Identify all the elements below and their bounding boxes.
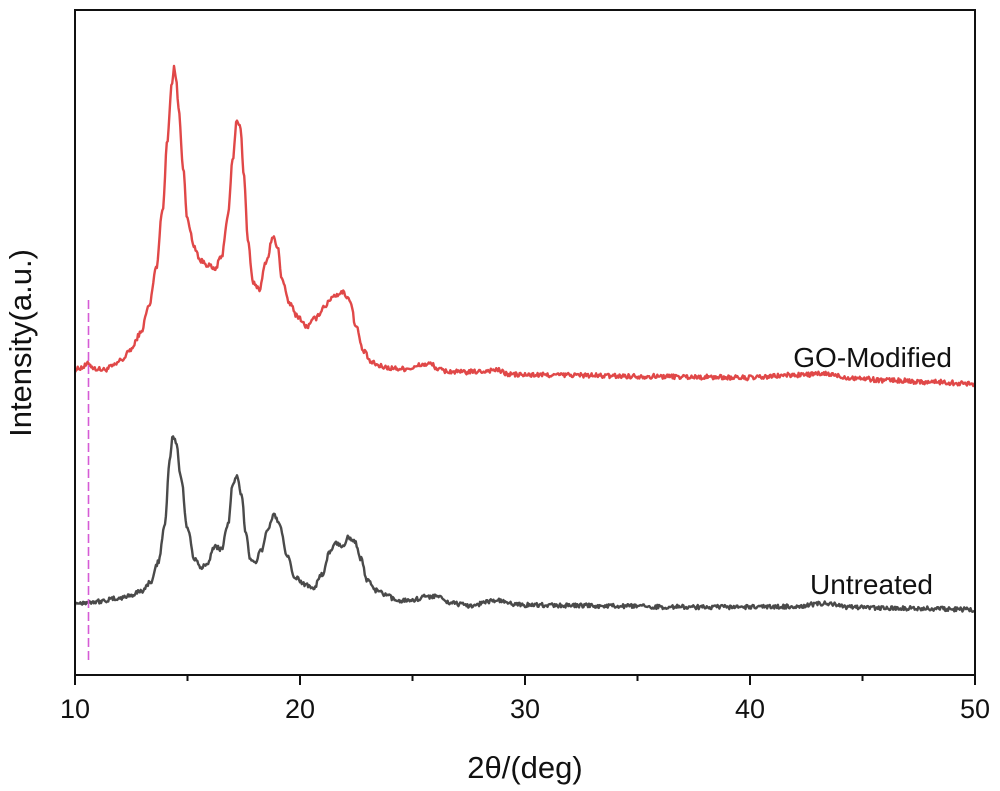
x-tick-label: 20: [285, 694, 315, 724]
series-label-go-modified: GO-Modified: [793, 342, 952, 373]
series-label-untreated: Untreated: [810, 569, 933, 600]
x-axis: 10 20 30 40 50: [60, 675, 990, 724]
y-axis-title: Intensity(a.u.): [3, 249, 38, 437]
x-tick-label: 50: [960, 694, 990, 724]
labels: GO-Modified Untreated: [793, 342, 952, 600]
series-line-go-modified: [73, 64, 977, 388]
x-axis-title: 2θ/(deg): [467, 750, 582, 785]
x-tick-label: 10: [60, 694, 90, 724]
x-tick-label: 40: [735, 694, 765, 724]
series-line-untreated: [73, 435, 976, 613]
x-tick-label: 30: [510, 694, 540, 724]
plot-layer: [73, 64, 977, 660]
